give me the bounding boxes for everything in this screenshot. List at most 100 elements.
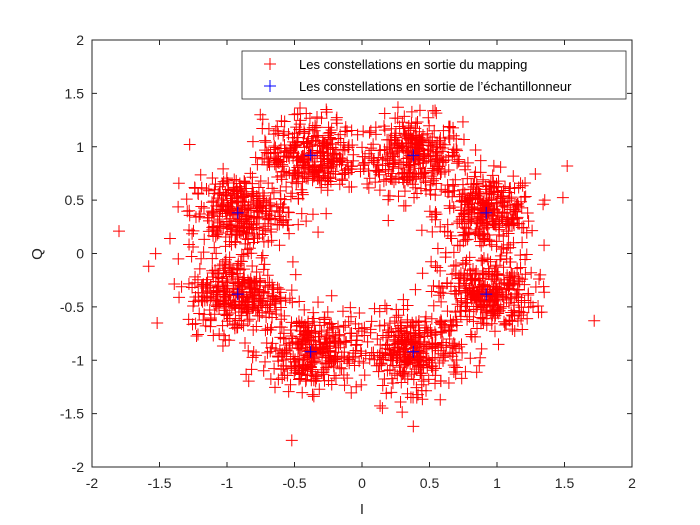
mapping-point (529, 167, 542, 180)
mapping-point (397, 176, 410, 189)
mapping-point (477, 196, 490, 209)
mapping-point (317, 368, 330, 381)
mapping-point (434, 374, 447, 387)
mapping-point (310, 121, 323, 134)
mapping-point (313, 330, 326, 343)
mapping-point (350, 334, 363, 347)
mapping-point (265, 321, 278, 334)
mapping-point (506, 213, 519, 226)
mapping-point (241, 274, 254, 287)
mapping-point (470, 366, 483, 379)
mapping-point (292, 315, 305, 328)
mapping-point (472, 207, 485, 220)
mapping-point (321, 324, 334, 337)
mapping-point (197, 313, 210, 326)
mapping-point (430, 177, 443, 190)
mapping-point (437, 287, 450, 300)
mapping-point (302, 324, 315, 337)
legend-label-sampler: Les constellations en sortie de l’échant… (299, 79, 572, 94)
legend-marker-mapping (264, 58, 276, 70)
mapping-point (489, 280, 502, 293)
mapping-point (289, 166, 302, 179)
mapping-point (386, 173, 399, 186)
mapping-point (423, 119, 436, 132)
mapping-point (423, 205, 436, 218)
mapping-point (336, 305, 349, 318)
mapping-point (484, 255, 497, 268)
mapping-point (207, 286, 220, 299)
mapping-point (495, 211, 508, 224)
mapping-point (306, 208, 319, 221)
mapping-point (490, 240, 503, 253)
mapping-series (113, 80, 601, 447)
mapping-point (434, 314, 447, 327)
mapping-point (365, 142, 378, 155)
mapping-point (396, 368, 409, 381)
mapping-point (195, 252, 208, 265)
mapping-point (195, 181, 208, 194)
mapping-point (391, 337, 404, 350)
mapping-point (309, 163, 322, 176)
mapping-point (489, 295, 502, 308)
mapping-point (397, 293, 410, 306)
mapping-point (433, 280, 446, 293)
mapping-point (325, 355, 338, 368)
mapping-point (264, 372, 277, 385)
mapping-point (288, 108, 301, 121)
mapping-point (447, 246, 460, 259)
mapping-point (508, 324, 521, 337)
mapping-point (368, 353, 381, 366)
mapping-point (383, 326, 396, 339)
mapping-point (419, 310, 432, 323)
mapping-point (410, 187, 423, 200)
mapping-point (183, 223, 196, 236)
mapping-point (538, 239, 551, 252)
mapping-point (431, 152, 444, 165)
mapping-point (432, 344, 445, 357)
mapping-point (522, 289, 535, 302)
mapping-point (258, 258, 271, 271)
mapping-point (298, 303, 311, 316)
mapping-point (502, 227, 515, 240)
mapping-point (271, 281, 284, 294)
mapping-point (273, 239, 286, 252)
mapping-point (189, 270, 202, 283)
mapping-point (388, 344, 401, 357)
mapping-point (239, 232, 252, 245)
mapping-point (467, 181, 480, 194)
mapping-point (446, 149, 459, 162)
mapping-point (400, 342, 413, 355)
mapping-point (364, 323, 377, 336)
mapping-point (422, 373, 435, 386)
mapping-point (256, 249, 269, 262)
mapping-point (425, 285, 438, 298)
mapping-point (392, 325, 405, 338)
mapping-point (186, 318, 199, 331)
mapping-point (375, 358, 388, 371)
mapping-point (521, 312, 534, 325)
mapping-point (296, 152, 309, 165)
mapping-point (354, 345, 367, 358)
mapping-point (239, 298, 252, 311)
mapping-point (383, 363, 396, 376)
mapping-point (311, 110, 324, 123)
mapping-point (537, 198, 550, 211)
mapping-point (296, 386, 309, 399)
mapping-point (292, 218, 305, 231)
mapping-point (387, 157, 400, 170)
mapping-point (263, 276, 276, 289)
mapping-point (291, 337, 304, 350)
mapping-point (332, 320, 345, 333)
mapping-point (298, 170, 311, 183)
mapping-point (438, 138, 451, 151)
mapping-point (514, 249, 527, 262)
mapping-point (513, 275, 526, 288)
mapping-point (466, 192, 479, 205)
mapping-point (515, 301, 528, 314)
mapping-point (280, 213, 293, 226)
mapping-point (373, 305, 386, 318)
mapping-point (284, 190, 297, 203)
mapping-point (284, 324, 297, 337)
mapping-point (404, 357, 417, 370)
mapping-point (235, 317, 248, 330)
